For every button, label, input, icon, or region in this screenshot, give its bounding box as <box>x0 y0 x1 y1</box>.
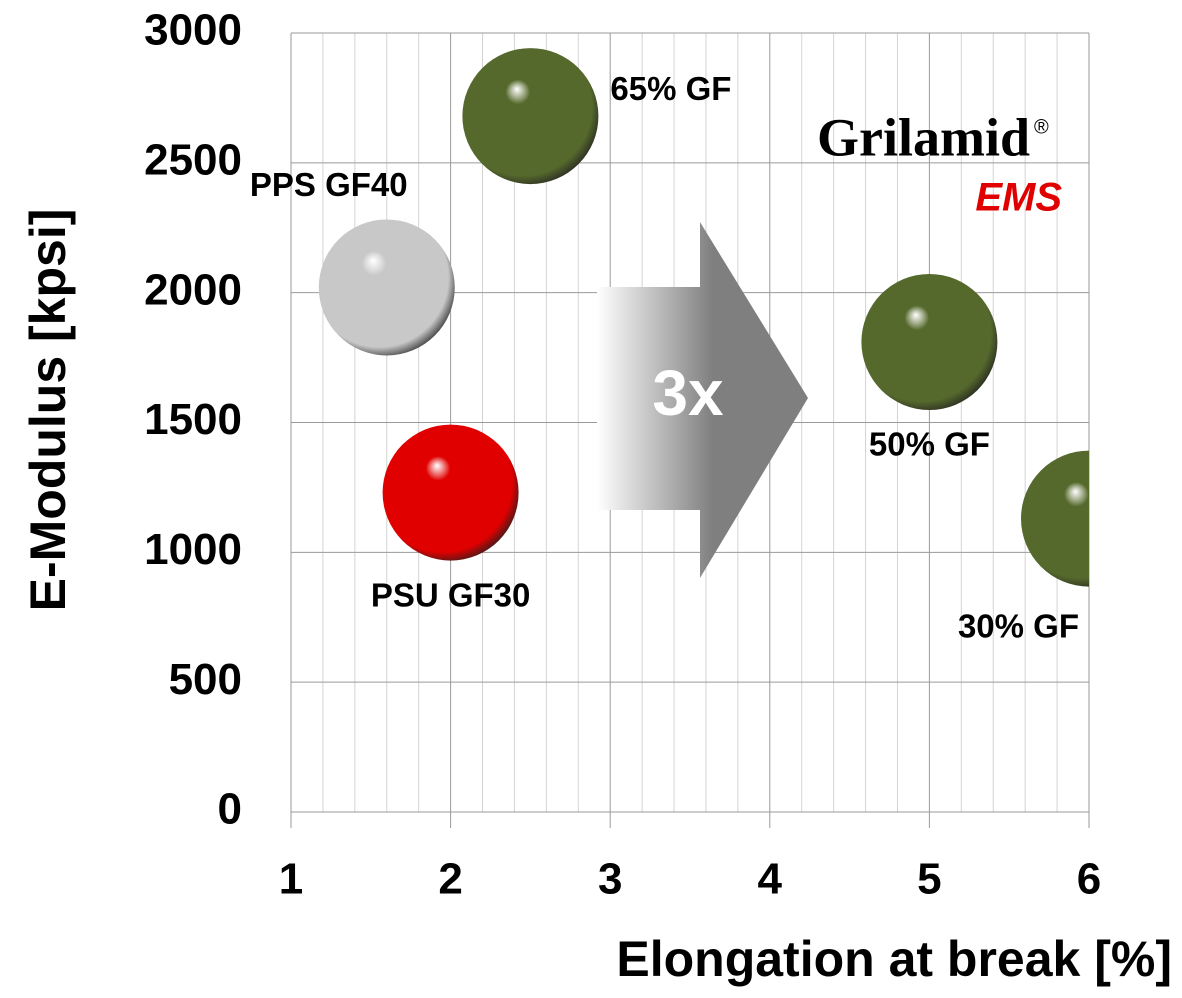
points <box>318 48 1089 587</box>
x-tick-label: 6 <box>1077 855 1101 904</box>
point-label: PSU GF30 <box>371 576 531 613</box>
arrow <box>597 222 808 578</box>
point <box>318 219 455 356</box>
point <box>382 424 519 561</box>
logo-name: Grilamid <box>817 107 1030 167</box>
point-label: PPS GF40 <box>250 166 408 203</box>
y-tick-label: 2500 <box>144 135 242 184</box>
x-axis-title: Elongation at break [%] <box>616 931 1172 987</box>
y-tick-label: 1500 <box>144 395 242 444</box>
y-axis-title: E-Modulus [kpsi] <box>20 209 76 612</box>
y-tick-label: 3000 <box>144 6 242 55</box>
x-tick-label: 2 <box>438 855 462 904</box>
y-tick-label: 1000 <box>144 525 242 574</box>
arrow-label: 3x <box>652 357 724 429</box>
x-tick-label: 5 <box>917 855 941 904</box>
point <box>1021 450 1089 587</box>
point <box>861 274 998 411</box>
x-tick-label: 3 <box>598 855 622 904</box>
point-label: 30% GF <box>958 607 1079 644</box>
point-label: 65% GF <box>610 70 731 107</box>
point <box>462 48 599 185</box>
x-tick-label: 1 <box>279 855 303 904</box>
x-tick-label: 4 <box>758 855 783 904</box>
point-label: 50% GF <box>869 426 990 463</box>
y-tick-label: 2000 <box>144 265 242 314</box>
logo-brand: EMS <box>975 176 1062 220</box>
logo-mark: ® <box>1034 116 1049 138</box>
y-tick-label: 0 <box>218 785 242 834</box>
y-tick-label: 500 <box>169 655 242 704</box>
